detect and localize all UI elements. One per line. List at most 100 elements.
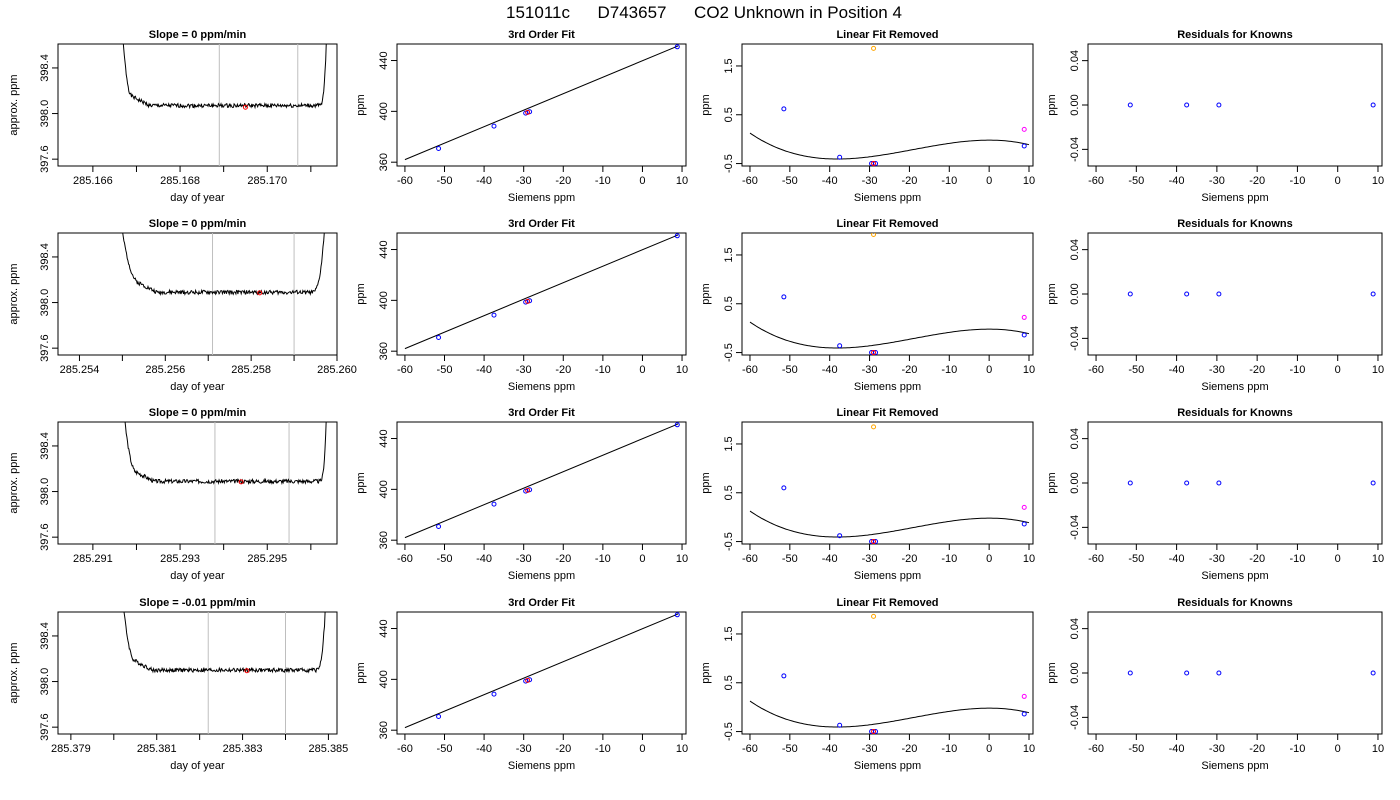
data-point-known [674, 612, 680, 618]
panel-r1-c2: 3rd Order Fit -60 -50 -40 -30 -20 -10 0 10 360 400… [355, 29, 688, 204]
plot-frame [396, 611, 687, 735]
plot-area [404, 422, 680, 539]
x-tick-label: -60 [1088, 175, 1104, 187]
panel-r2-c3: Linear Fit Removed -60 -50 -40 -30 -20 -10 0 10 -… [700, 218, 1035, 393]
data-point-ref_high [1021, 693, 1027, 699]
x-tick-label: -60 [1088, 553, 1104, 565]
data-point-known [837, 533, 843, 539]
x-tick-label: -50 [1128, 553, 1144, 565]
x-tick-label: -10 [1289, 743, 1305, 755]
data-point-known [1127, 291, 1133, 297]
x-tick-label: -50 [782, 175, 798, 187]
x-tick-label: -60 [742, 553, 758, 565]
x-tick-label: -60 [397, 175, 413, 187]
data-point-known [837, 722, 843, 728]
data-point-known [674, 233, 680, 239]
data-point-known [1021, 711, 1027, 717]
x-tick-label: 0 [986, 553, 992, 565]
y-tick-label: 1.5 [723, 247, 735, 262]
x-tick-label: -10 [1289, 364, 1305, 376]
x-axis-label: Siemens ppm [508, 760, 575, 772]
x-tick-label: -50 [782, 553, 798, 565]
data-point-known [1184, 102, 1190, 108]
x-tick-label: 285.379 [51, 743, 91, 755]
x-tick-label: 10 [676, 364, 688, 376]
data-point-ref_low [871, 45, 877, 51]
plot-frame [396, 43, 687, 167]
y-tick-label: 440 [378, 429, 390, 447]
data-point-unknown [871, 350, 877, 355]
x-tick-label: -30 [862, 553, 878, 565]
data-point-known [1216, 670, 1222, 676]
x-tick-label: -60 [397, 553, 413, 565]
y-axis-label: ppm [700, 662, 712, 683]
data-point-unknown [525, 677, 531, 683]
sample-average-point [238, 479, 244, 485]
x-tick-label: -10 [595, 743, 611, 755]
panel-r2-c1: Slope = 0 ppm/min 285.254 285.256 285.258 28… [8, 218, 357, 393]
y-tick-label: 360 [378, 342, 390, 360]
x-tick-label: 0 [986, 364, 992, 376]
residual-curve [749, 510, 1030, 538]
x-tick-label: 0 [986, 175, 992, 187]
co2-trace [123, 612, 326, 674]
x-tick-label: -40 [476, 553, 492, 565]
plot-area [1127, 102, 1376, 108]
y-tick-label: 440 [378, 51, 390, 69]
y-tick-label: 398.0 [39, 478, 51, 506]
x-tick-label: 285.381 [137, 743, 177, 755]
panel-grid: Slope = 0 ppm/min 285.166 285.168 285.170 39… [8, 29, 1384, 772]
y-tick-label: 440 [378, 240, 390, 258]
x-axis-label: Siemens ppm [854, 760, 921, 772]
x-tick-label: 285.260 [317, 364, 357, 376]
x-tick-label: 285.170 [247, 175, 287, 187]
panel-r2-c2: 3rd Order Fit -60 -50 -40 -30 -20 -10 0 10 360 400… [355, 218, 688, 393]
x-axis-label: Siemens ppm [1201, 760, 1268, 772]
x-tick-label: -60 [397, 743, 413, 755]
data-point-known [1216, 102, 1222, 108]
data-point-known [781, 106, 787, 112]
data-point-known [491, 501, 497, 507]
x-tick-label: -20 [555, 175, 571, 187]
y-axis-label: ppm [700, 283, 712, 304]
panel-r1-c3: Linear Fit Removed -60 -50 -40 -30 -20 -10 0 10 -… [700, 29, 1035, 204]
y-axis-label: ppm [1046, 472, 1058, 493]
y-tick-label: 398.0 [39, 289, 51, 317]
y-axis-label: approx. ppm [8, 642, 20, 703]
title-run: 151011c [506, 3, 570, 22]
panel-title: Linear Fit Removed [836, 29, 938, 41]
panel-title: 3rd Order Fit [508, 218, 575, 230]
y-tick-label: 0.00 [1069, 283, 1081, 304]
x-tick-label: 10 [1372, 364, 1384, 376]
figure-title: 151011c D743657 CO2 Unknown in Position … [506, 3, 902, 22]
panel-title: 3rd Order Fit [508, 29, 575, 41]
plot-area [122, 233, 325, 355]
y-axis-label: approx. ppm [8, 74, 20, 135]
y-tick-label: 360 [378, 531, 390, 549]
data-point-known [837, 154, 843, 160]
x-tick-label: -50 [437, 364, 453, 376]
y-tick-label: 397.6 [39, 145, 51, 173]
plot-frame [741, 232, 1034, 356]
data-point-known [491, 691, 497, 697]
y-tick-label: 400 [378, 291, 390, 309]
x-tick-label: 10 [1372, 175, 1384, 187]
data-point-known [781, 485, 787, 491]
plot-area [749, 424, 1030, 544]
x-tick-label: -50 [1128, 364, 1144, 376]
plot-frame [57, 43, 338, 167]
x-tick-label: -50 [1128, 175, 1144, 187]
plot-frame [57, 611, 338, 735]
y-axis-label: approx. ppm [8, 452, 20, 513]
x-tick-label: -10 [1289, 175, 1305, 187]
x-tick-label: 285.258 [231, 364, 271, 376]
y-tick-label: 0.5 [723, 675, 735, 690]
data-point-known [436, 145, 442, 151]
x-tick-label: 0 [1335, 743, 1341, 755]
y-axis-label: ppm [355, 94, 367, 115]
plot-area [749, 45, 1030, 166]
data-point-known [1216, 291, 1222, 297]
data-point-known [1370, 480, 1376, 486]
plot-area [404, 612, 680, 729]
